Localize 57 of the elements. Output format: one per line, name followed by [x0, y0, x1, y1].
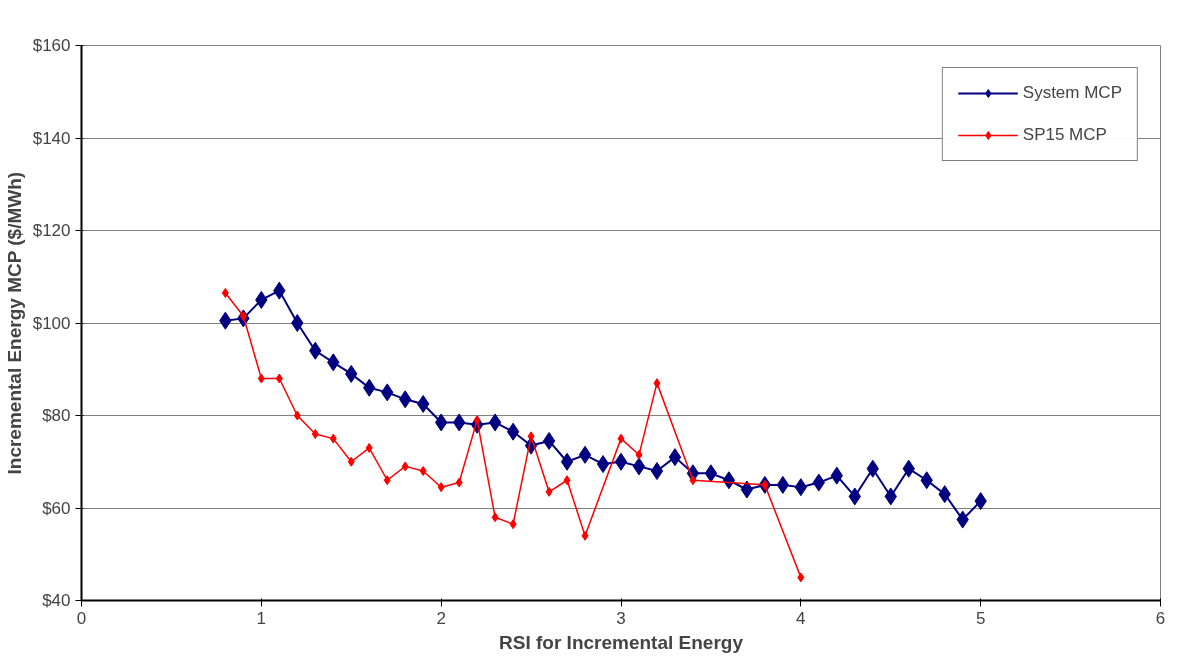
point [452, 413, 466, 432]
point [581, 530, 589, 541]
point [383, 475, 391, 486]
y-tick-label: $40 [42, 591, 71, 610]
point [275, 373, 283, 384]
y-axis-title: Incremental Energy MCP ($/MWh) [3, 171, 25, 475]
point [257, 373, 265, 384]
point [740, 480, 754, 499]
point [491, 512, 499, 523]
point [401, 461, 409, 472]
y-tick-label: $100 [32, 313, 71, 333]
point [488, 413, 502, 432]
point [221, 287, 229, 298]
point [365, 442, 373, 453]
point [542, 431, 556, 450]
point [578, 445, 592, 464]
y-tick-label: $160 [32, 36, 71, 55]
point [617, 433, 625, 444]
point [560, 452, 574, 471]
point [653, 378, 661, 389]
x-tick-label: 1 [256, 608, 267, 628]
point [776, 475, 790, 494]
point [797, 572, 805, 583]
point [347, 456, 355, 467]
point [311, 429, 319, 439]
point [419, 466, 427, 476]
point [563, 475, 571, 486]
x-tick-label: 3 [616, 608, 626, 628]
point [596, 455, 610, 474]
point [614, 452, 628, 471]
point [632, 457, 646, 476]
point [527, 431, 535, 442]
point [455, 477, 463, 488]
y-tick-label: $80 [42, 406, 71, 425]
y-tick-label: $60 [42, 498, 71, 518]
x-tick-label: 0 [76, 608, 87, 628]
point [545, 486, 553, 497]
y-tick-label: $120 [32, 221, 71, 240]
point [437, 482, 445, 493]
x-tick-label: 5 [975, 608, 986, 628]
point [291, 314, 304, 332]
y-tick-label: $140 [32, 128, 71, 148]
x-tick-label: 4 [796, 608, 806, 628]
legend-label: System MCP [1022, 83, 1122, 103]
point [329, 433, 337, 444]
point [689, 475, 697, 486]
point [668, 448, 682, 467]
point [506, 422, 520, 441]
point [293, 410, 301, 421]
point [509, 519, 517, 530]
legend-label: SP15 MCP [1022, 125, 1107, 145]
x-tick-label: 6 [1155, 608, 1166, 628]
point [650, 462, 664, 480]
point [635, 449, 643, 460]
x-axis-title: RSI for Incremental Energy [499, 631, 744, 653]
point [704, 464, 718, 483]
x-tick-label: 2 [436, 608, 446, 628]
